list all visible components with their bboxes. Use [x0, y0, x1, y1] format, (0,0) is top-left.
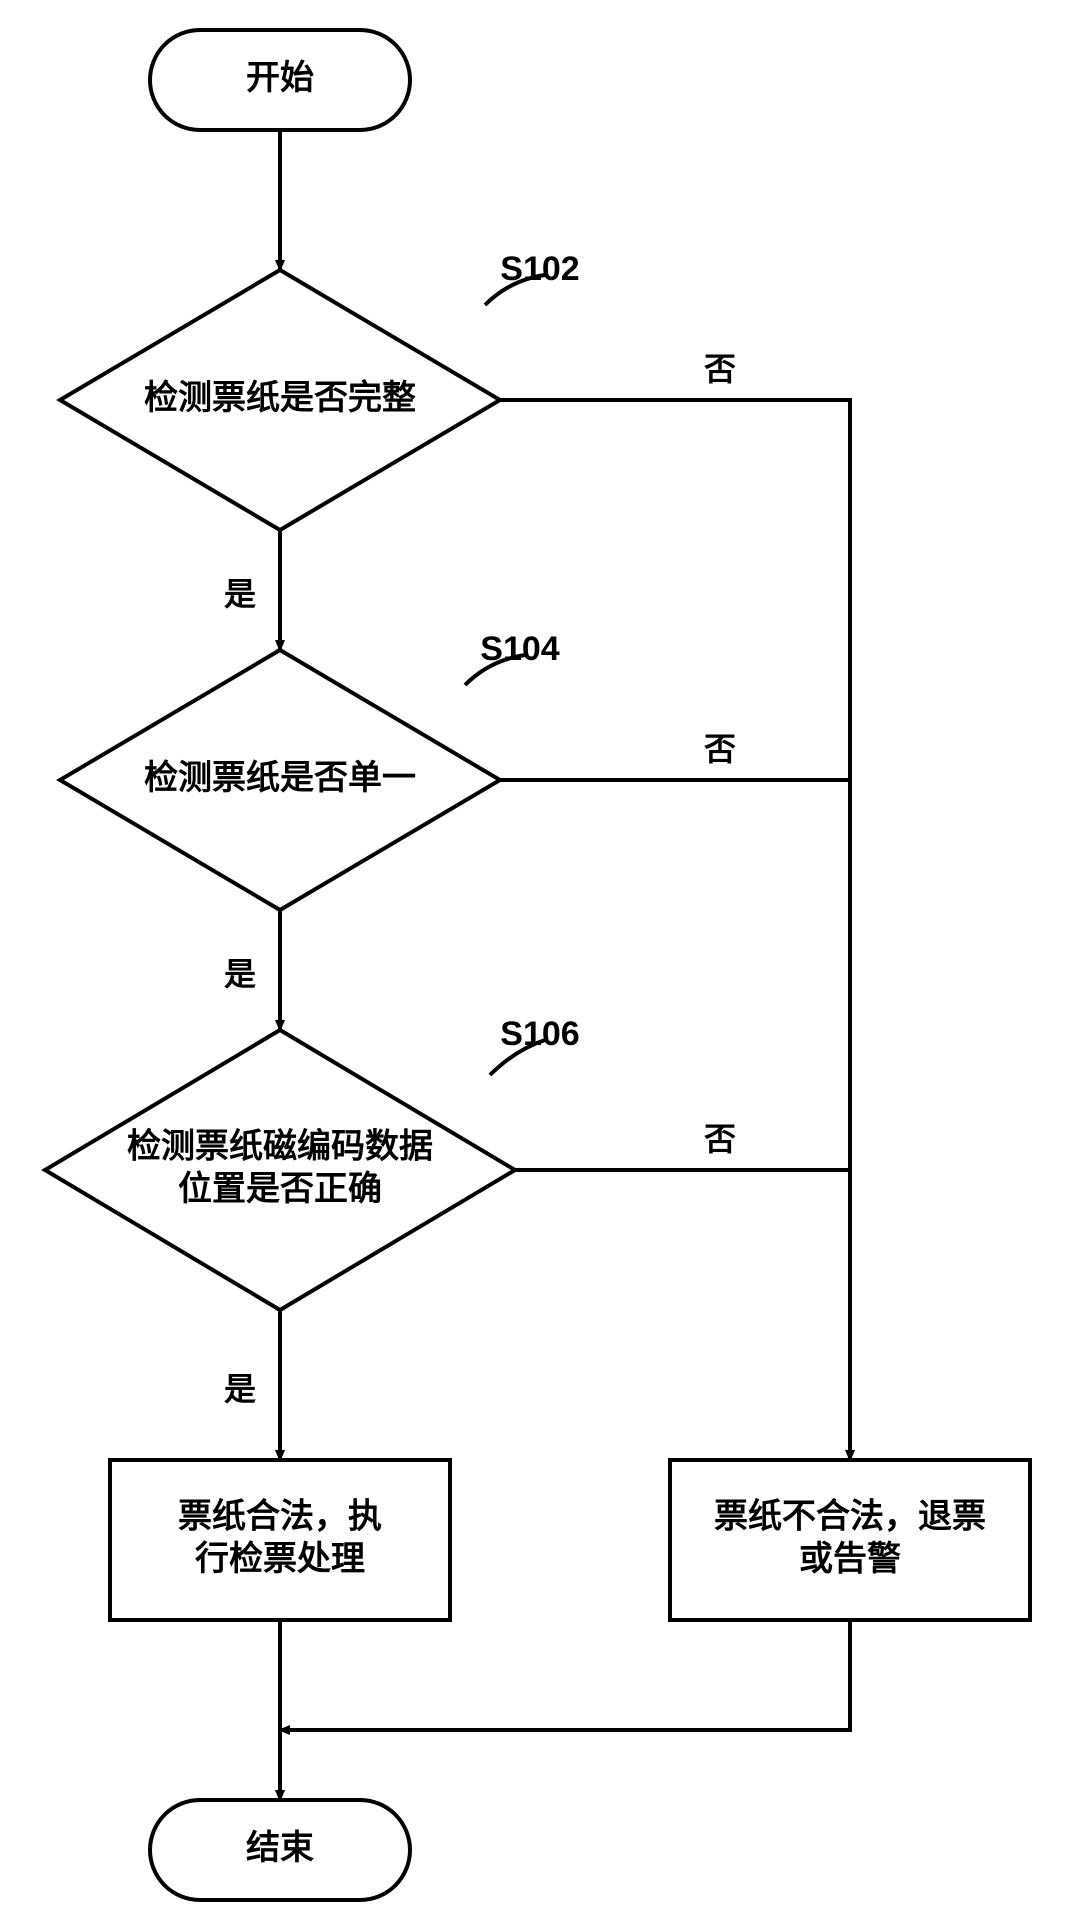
edge-s102_no — [500, 400, 850, 1460]
valid-text: 票纸合法，执 — [178, 1498, 382, 1536]
edge-label-s106_yes: 是 — [224, 1371, 256, 1407]
invalid-text: 票纸不合法，退票 — [714, 1498, 986, 1536]
start-terminator: 开始 — [150, 30, 410, 130]
s102-text: 检测票纸是否完整 — [144, 378, 416, 417]
s102-step-label: S102 — [500, 250, 579, 288]
s104-decision: 检测票纸是否单一 S104 — [60, 630, 560, 910]
end-text: 结束 — [246, 1829, 314, 1867]
edge-label-s106_no: 否 — [704, 1121, 736, 1157]
invalid-process: 票纸不合法，退票或告警 — [670, 1460, 1030, 1620]
edge-label-s102_no: 否 — [704, 351, 736, 387]
s106-step-label: S106 — [500, 1015, 579, 1053]
edge-label-s104_yes: 是 — [224, 956, 256, 992]
s106-text: 位置是否正确 — [178, 1170, 382, 1208]
valid-process: 票纸合法，执行检票处理 — [110, 1460, 450, 1620]
edge-label-s102_yes: 是 — [224, 576, 256, 612]
edge-label-s104_no: 否 — [704, 731, 736, 767]
invalid-text: 或告警 — [799, 1540, 901, 1578]
edge-invalid_down — [280, 1620, 850, 1730]
start-text: 开始 — [246, 59, 314, 97]
s106-decision: 检测票纸磁编码数据位置是否正确 S106 — [45, 1015, 580, 1310]
valid-text: 行检票处理 — [195, 1539, 365, 1578]
s106-text: 检测票纸磁编码数据 — [127, 1127, 433, 1166]
end-terminator: 结束 — [150, 1800, 410, 1900]
s104-step-label: S104 — [480, 630, 559, 668]
s104-text: 检测票纸是否单一 — [144, 758, 416, 797]
